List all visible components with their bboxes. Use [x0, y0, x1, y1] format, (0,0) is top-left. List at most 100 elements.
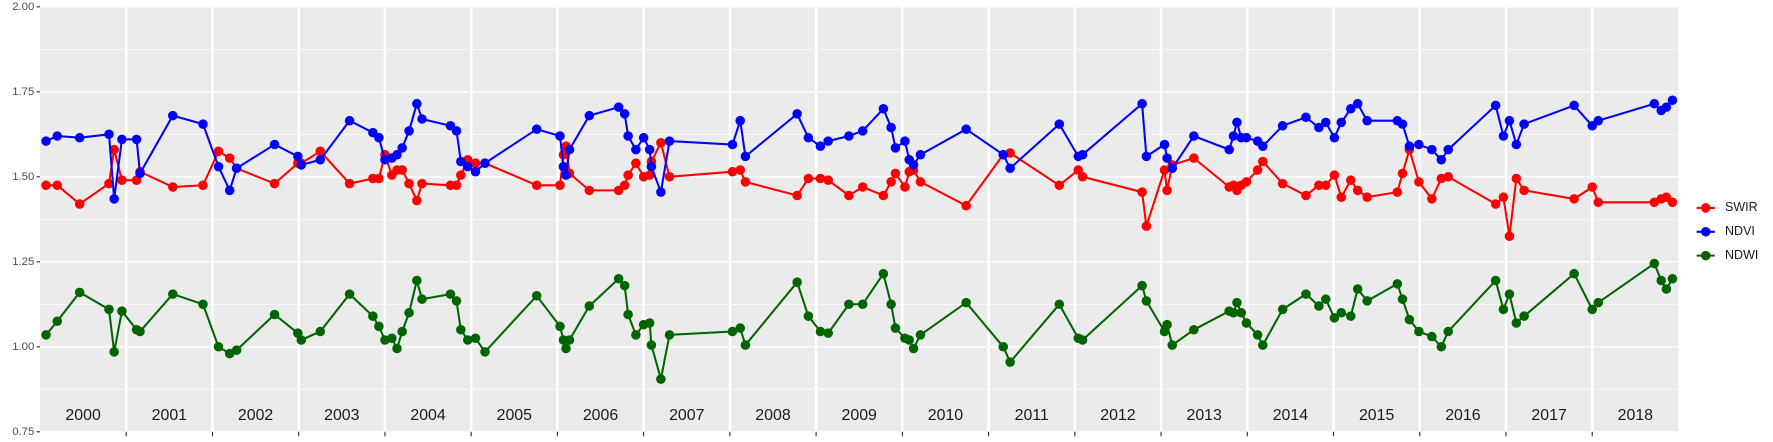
point — [915, 177, 926, 187]
x-tick-label: 2015 — [1359, 407, 1395, 424]
point — [1414, 326, 1424, 337]
point — [1519, 311, 1529, 321]
point — [1593, 197, 1604, 208]
y-tick-label: 1.00 — [12, 341, 34, 353]
point — [638, 132, 649, 143]
point — [1329, 313, 1340, 323]
point — [1498, 192, 1509, 202]
point — [1005, 357, 1015, 367]
x-tick-label: 2002 — [238, 407, 274, 424]
point — [109, 194, 119, 204]
point — [656, 374, 666, 384]
point — [470, 158, 481, 168]
point — [644, 170, 655, 180]
point — [1162, 185, 1172, 196]
point — [844, 299, 854, 310]
point — [1301, 112, 1311, 123]
point — [1404, 141, 1415, 151]
point — [269, 178, 280, 189]
point — [109, 347, 119, 357]
point — [623, 131, 633, 141]
point — [619, 109, 630, 119]
x-tick-label: 2004 — [410, 407, 446, 424]
point — [904, 335, 915, 345]
point — [1077, 172, 1088, 182]
y-tick-label: 1.25 — [12, 256, 34, 268]
point — [135, 326, 145, 337]
point — [558, 161, 569, 172]
point — [1490, 199, 1501, 209]
point — [740, 340, 751, 350]
point — [1649, 258, 1660, 269]
point — [1162, 319, 1172, 330]
point — [644, 318, 655, 328]
point — [735, 165, 745, 175]
point — [531, 180, 542, 191]
point — [41, 180, 51, 191]
point — [1414, 139, 1424, 150]
point — [623, 170, 633, 180]
y-tick-label: 1.75 — [12, 86, 34, 98]
point — [74, 199, 85, 209]
point — [961, 124, 971, 134]
point — [890, 143, 901, 153]
point — [1436, 155, 1447, 165]
point — [1511, 173, 1522, 184]
point — [344, 289, 355, 299]
x-tick-label: 2007 — [669, 407, 705, 424]
point — [462, 335, 473, 345]
x-tick-label: 2000 — [65, 407, 101, 424]
point — [198, 299, 208, 310]
point — [135, 168, 145, 179]
point — [1077, 149, 1088, 160]
point — [1167, 163, 1178, 174]
point — [792, 109, 802, 119]
point — [412, 98, 422, 109]
point — [1352, 98, 1363, 109]
point — [792, 190, 802, 201]
point — [1258, 156, 1268, 167]
point — [1189, 131, 1199, 141]
x-tick-label: 2016 — [1445, 407, 1481, 424]
point — [1593, 297, 1604, 308]
point — [109, 144, 119, 155]
point — [456, 170, 466, 180]
point — [1504, 289, 1515, 299]
point — [417, 294, 427, 304]
point — [412, 195, 422, 206]
point — [1427, 144, 1437, 155]
point — [1252, 330, 1263, 340]
point — [41, 136, 51, 146]
point — [1073, 165, 1084, 175]
x-tick-label: 2011 — [1015, 407, 1049, 424]
point — [886, 177, 896, 187]
point — [451, 296, 462, 306]
point — [1587, 182, 1598, 192]
point — [1329, 170, 1340, 180]
point — [1277, 304, 1288, 315]
x-tick-label: 2009 — [842, 407, 878, 424]
point — [1443, 326, 1453, 337]
point — [397, 326, 407, 337]
point — [664, 136, 675, 146]
point — [908, 343, 919, 354]
point — [1137, 280, 1147, 291]
legend-label: NDVI — [1725, 224, 1755, 238]
point — [1649, 98, 1660, 109]
point — [584, 185, 595, 196]
point — [104, 178, 114, 189]
point — [41, 330, 51, 340]
point — [890, 323, 901, 333]
point — [623, 309, 633, 320]
point — [269, 139, 280, 150]
point — [1314, 301, 1324, 311]
y-tick-label: 0.75 — [12, 426, 34, 438]
point — [1159, 165, 1170, 175]
point — [803, 173, 814, 184]
x-tick-label: 2005 — [497, 407, 533, 424]
point — [198, 119, 208, 129]
point — [1189, 153, 1199, 163]
point — [52, 316, 63, 327]
point — [1159, 139, 1170, 150]
